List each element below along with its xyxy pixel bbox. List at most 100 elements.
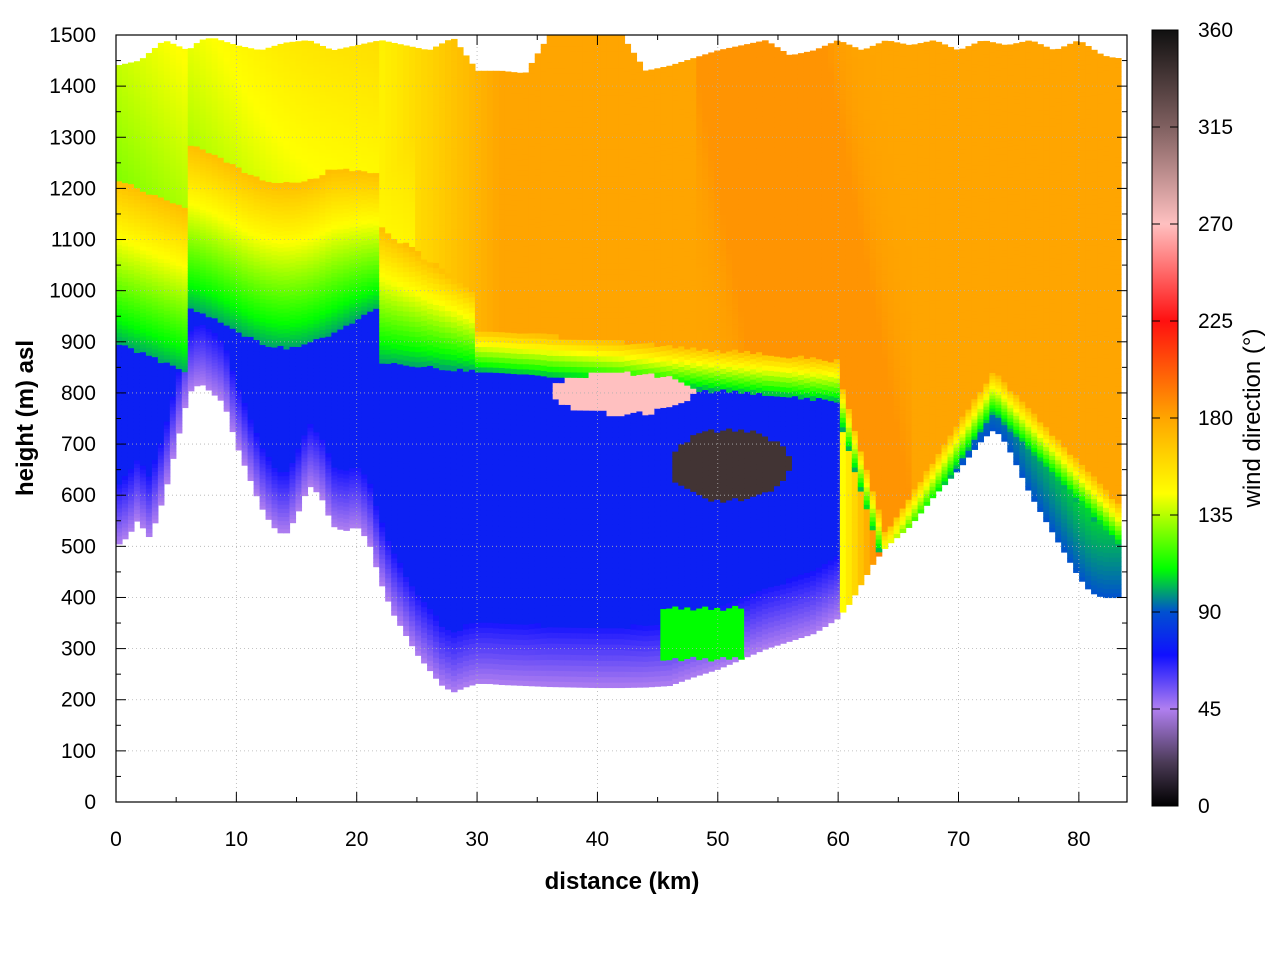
- field-cell: [163, 424, 171, 430]
- field-cell: [116, 224, 123, 230]
- field-cell: [247, 91, 255, 96]
- field-cell: [253, 343, 261, 348]
- field-cell: [193, 205, 201, 210]
- field-cell: [349, 94, 356, 99]
- field-cell: [271, 206, 279, 212]
- field-cell: [325, 336, 332, 341]
- field-cell: [193, 225, 201, 230]
- field-cell: [283, 377, 291, 383]
- field-cell: [181, 177, 189, 181]
- field-cell: [205, 114, 213, 119]
- field-cell: [235, 102, 243, 107]
- field-cell: [187, 105, 195, 109]
- field-cell: [157, 85, 165, 90]
- field-cell: [187, 202, 195, 206]
- field-cell: [181, 204, 189, 208]
- field-cell: [319, 219, 326, 225]
- field-cell: [325, 398, 332, 403]
- field-cell: [271, 451, 279, 456]
- field-cell: [331, 288, 338, 293]
- field-cell: [133, 157, 141, 162]
- field-cell: [301, 453, 309, 459]
- field-cell: [253, 190, 261, 196]
- field-cell: [121, 214, 129, 219]
- field-cell: [181, 195, 189, 199]
- field-cell: [229, 50, 237, 55]
- field-cell: [289, 182, 297, 187]
- field-cell: [187, 345, 195, 349]
- field-cell: [289, 230, 297, 235]
- field-cell: [235, 247, 243, 252]
- field-cell: [175, 159, 183, 163]
- field-cell: [175, 217, 183, 221]
- field-cell: [199, 131, 207, 136]
- field-cell: [145, 326, 153, 332]
- field-cell: [133, 379, 141, 384]
- field-cell: [295, 49, 303, 54]
- field-cell: [169, 78, 177, 83]
- field-cell: [247, 264, 255, 269]
- field-cell: [211, 73, 219, 78]
- field-cell: [355, 226, 362, 231]
- field-cell: [193, 357, 201, 361]
- field-cell: [151, 336, 159, 342]
- field-cell: [116, 144, 123, 150]
- field-cell: [187, 168, 195, 172]
- field-cell: [355, 77, 362, 82]
- field-cell: [259, 447, 267, 453]
- field-cell: [133, 202, 141, 208]
- field-cell: [151, 154, 159, 160]
- field-cell: [277, 174, 285, 179]
- field-cell: [301, 48, 309, 53]
- field-cell: [163, 380, 171, 385]
- field-cell: [145, 375, 153, 380]
- field-cell: [313, 409, 320, 414]
- field-cell: [241, 461, 249, 466]
- field-cell: [253, 272, 261, 277]
- field-cell: [277, 439, 285, 444]
- field-cell: [307, 271, 315, 276]
- field-cell: [253, 480, 261, 486]
- field-cell: [283, 111, 291, 117]
- field-cell: [319, 287, 326, 293]
- field-cell: [163, 199, 171, 205]
- field-cell: [253, 116, 261, 121]
- field-cell: [175, 271, 183, 276]
- field-cell: [133, 283, 141, 288]
- field-cell: [211, 344, 219, 349]
- field-cell: [241, 168, 249, 174]
- field-cell: [199, 200, 207, 205]
- field-cell: [193, 65, 201, 70]
- field-cell: [199, 370, 207, 374]
- field-cell: [295, 41, 303, 46]
- field-cell: [229, 53, 237, 58]
- field-cell: [175, 287, 183, 292]
- field-cell: [343, 473, 350, 479]
- field-cell: [211, 192, 219, 197]
- field-cell: [127, 124, 135, 130]
- field-cell: [133, 76, 141, 81]
- field-cell: [241, 151, 249, 156]
- field-cell: [259, 317, 267, 323]
- field-cell: [337, 425, 344, 430]
- field-cell: [175, 123, 183, 128]
- field-cell: [163, 373, 171, 378]
- field-cell: [235, 76, 243, 80]
- field-cell: [295, 185, 303, 191]
- field-cell: [271, 318, 279, 324]
- field-cell: [181, 156, 189, 161]
- field-cell: [199, 356, 207, 360]
- field-cell: [175, 391, 183, 395]
- field-cell: [277, 190, 285, 196]
- field-cell: [289, 378, 297, 383]
- field-cell: [133, 84, 141, 89]
- field-cell: [157, 312, 165, 317]
- field-cell: [313, 331, 320, 336]
- field-cell: [217, 259, 225, 263]
- field-cell: [277, 117, 285, 122]
- field-cell: [325, 176, 332, 182]
- field-cell: [247, 239, 255, 244]
- field-cell: [217, 94, 225, 98]
- field-cell: [355, 217, 362, 223]
- field-cell: [205, 372, 213, 376]
